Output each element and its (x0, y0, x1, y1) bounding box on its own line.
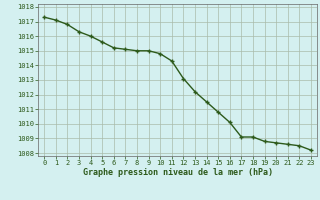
X-axis label: Graphe pression niveau de la mer (hPa): Graphe pression niveau de la mer (hPa) (83, 168, 273, 177)
